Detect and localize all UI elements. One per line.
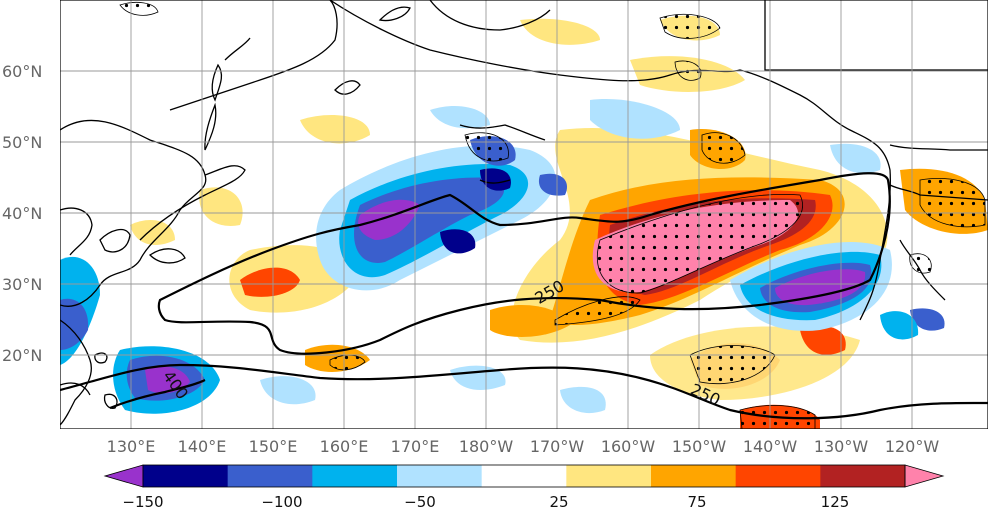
colorbar-tick-minus150: −150 (122, 493, 163, 511)
lat-label-20n: 20°N (2, 346, 42, 365)
lon-label-180w: 180°W (459, 437, 514, 456)
colorbar-frame (142, 464, 906, 488)
colorbar-tick-75: 75 (687, 493, 706, 511)
longitude-labels: 130°E 140°E 150°E 160°E 170°E 180°W 170°… (107, 437, 940, 456)
colorbar-segment (820, 465, 906, 487)
latitude-labels: 60°N 50°N 40°N 30°N 20°N (2, 62, 42, 365)
map-panel: 250 250 400 (60, 0, 988, 429)
lon-label-150w: 150°W (672, 437, 727, 456)
colorbar-tick-25: 25 (549, 493, 568, 511)
colorbar-tick-minus100: −100 (261, 493, 302, 511)
colorbar-segment (651, 465, 737, 487)
colorbar-extend-high (904, 464, 945, 488)
lat-label-50n: 50°N (2, 133, 42, 152)
contour-lines (60, 172, 988, 420)
colorbar-segment (143, 465, 229, 487)
lon-label-170w: 170°W (530, 437, 585, 456)
lon-label-160w: 160°W (601, 437, 656, 456)
colorbar-tick-minus50: −50 (404, 493, 436, 511)
lon-label-130e: 130°E (107, 437, 156, 456)
lon-label-150e: 150°E (249, 437, 298, 456)
colorbar-tick-125: 125 (821, 493, 850, 511)
graticule (60, 0, 988, 429)
colorbar-segment (566, 465, 652, 487)
lon-label-140w: 140°W (743, 437, 798, 456)
lat-label-30n: 30°N (2, 275, 42, 294)
colorbar-tick-labels: −150 −100 −50 25 75 125 (122, 493, 849, 511)
colorbar-segment (735, 465, 821, 487)
coastlines (60, 0, 988, 426)
colorbar: −150 −100 −50 25 75 125 (103, 464, 945, 511)
colorbar-segment (397, 465, 483, 487)
lat-label-60n: 60°N (2, 62, 42, 81)
lon-label-140e: 140°E (178, 437, 227, 456)
colorbar-extend-low (103, 464, 144, 488)
lon-label-120w: 120°W (885, 437, 940, 456)
colorbar-segment (481, 465, 567, 487)
colorbar-segment (227, 465, 313, 487)
colorbar-segment (312, 465, 398, 487)
colorbar-segments (103, 464, 945, 488)
lon-label-170e: 170°E (391, 437, 440, 456)
lon-label-160e: 160°E (320, 437, 369, 456)
lat-label-40n: 40°N (2, 204, 42, 223)
lon-label-130w: 130°W (814, 437, 869, 456)
